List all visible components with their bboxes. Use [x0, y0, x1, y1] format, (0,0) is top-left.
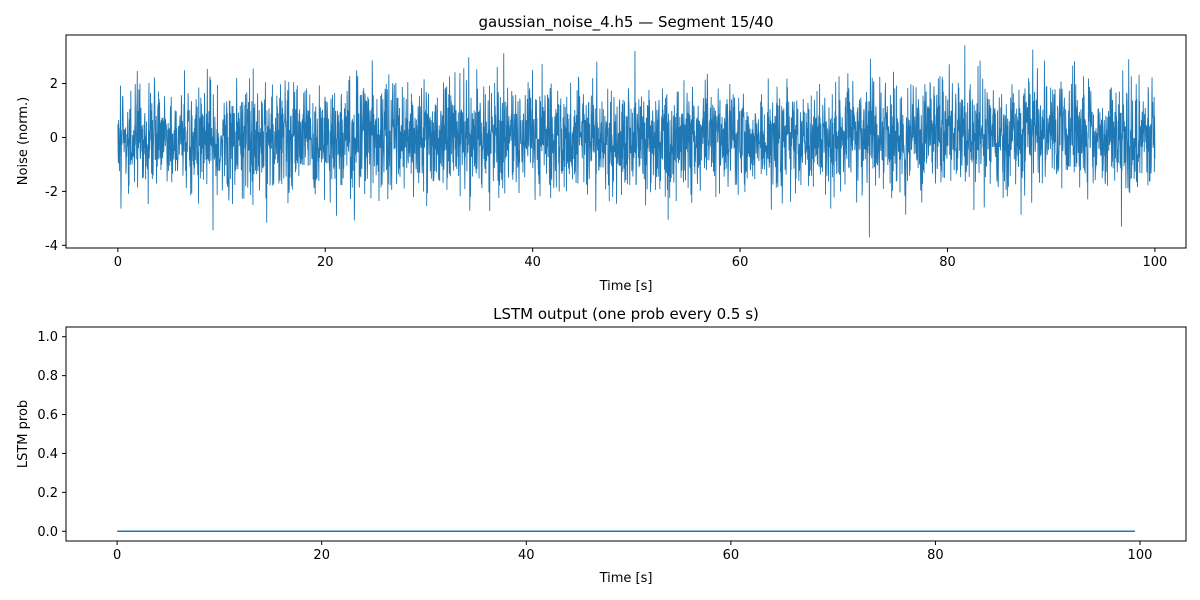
y-tick-label: 2 — [50, 77, 58, 92]
y-tick-label: 0.0 — [37, 525, 58, 540]
x-tick-label: 60 — [732, 255, 749, 270]
y-tick-label: 1.0 — [37, 330, 58, 345]
x-tick-label: 80 — [927, 548, 944, 563]
lstm-y-axis-label: LSTM prob — [16, 400, 31, 468]
noise-series — [117, 45, 1156, 238]
y-tick-label: 0.2 — [37, 486, 58, 501]
lstm-y-ticks: 0.0 0.2 0.4 0.6 0.8 1.0 — [37, 330, 66, 540]
noise-y-axis-label: Noise (norm.) — [16, 97, 31, 185]
noise-plot-title: gaussian_noise_4.h5 — Segment 15/40 — [478, 13, 773, 32]
x-tick-label: 80 — [939, 255, 956, 270]
lstm-x-ticks: 0 20 40 60 80 100 — [113, 541, 1152, 563]
lstm-plot-frame — [65, 326, 1187, 542]
lstm-plot: LSTM output (one prob every 0.5 s) 0 20 40… — [16, 305, 1187, 586]
lstm-x-axis-label: Time [s] — [599, 571, 653, 586]
x-tick-label: 0 — [114, 255, 122, 270]
y-tick-label: -4 — [45, 239, 58, 254]
x-tick-label: 100 — [1142, 255, 1167, 270]
noise-x-ticks: 0 20 40 60 80 100 — [114, 248, 1167, 270]
noise-x-axis-label: Time [s] — [599, 279, 653, 294]
noise-plot: gaussian_noise_4.h5 — Segment 15/40 0 20 4… — [16, 13, 1187, 294]
x-tick-label: 100 — [1128, 548, 1153, 563]
y-tick-label: 0.6 — [37, 408, 58, 423]
noise-plot-frame — [65, 34, 1187, 249]
y-tick-label: 0.8 — [37, 369, 58, 384]
x-tick-label: 40 — [524, 255, 541, 270]
lstm-plot-title: LSTM output (one prob every 0.5 s) — [493, 305, 759, 323]
x-tick-label: 40 — [518, 548, 535, 563]
y-tick-label: -2 — [45, 185, 58, 200]
y-tick-label: 0 — [50, 131, 58, 146]
noise-y-ticks: -4 -2 0 2 — [45, 77, 66, 254]
x-tick-label: 0 — [113, 548, 121, 563]
x-tick-label: 20 — [313, 548, 330, 563]
x-tick-label: 20 — [317, 255, 334, 270]
x-tick-label: 60 — [723, 548, 740, 563]
y-tick-label: 0.4 — [37, 447, 58, 462]
noise-line — [117, 45, 1156, 238]
